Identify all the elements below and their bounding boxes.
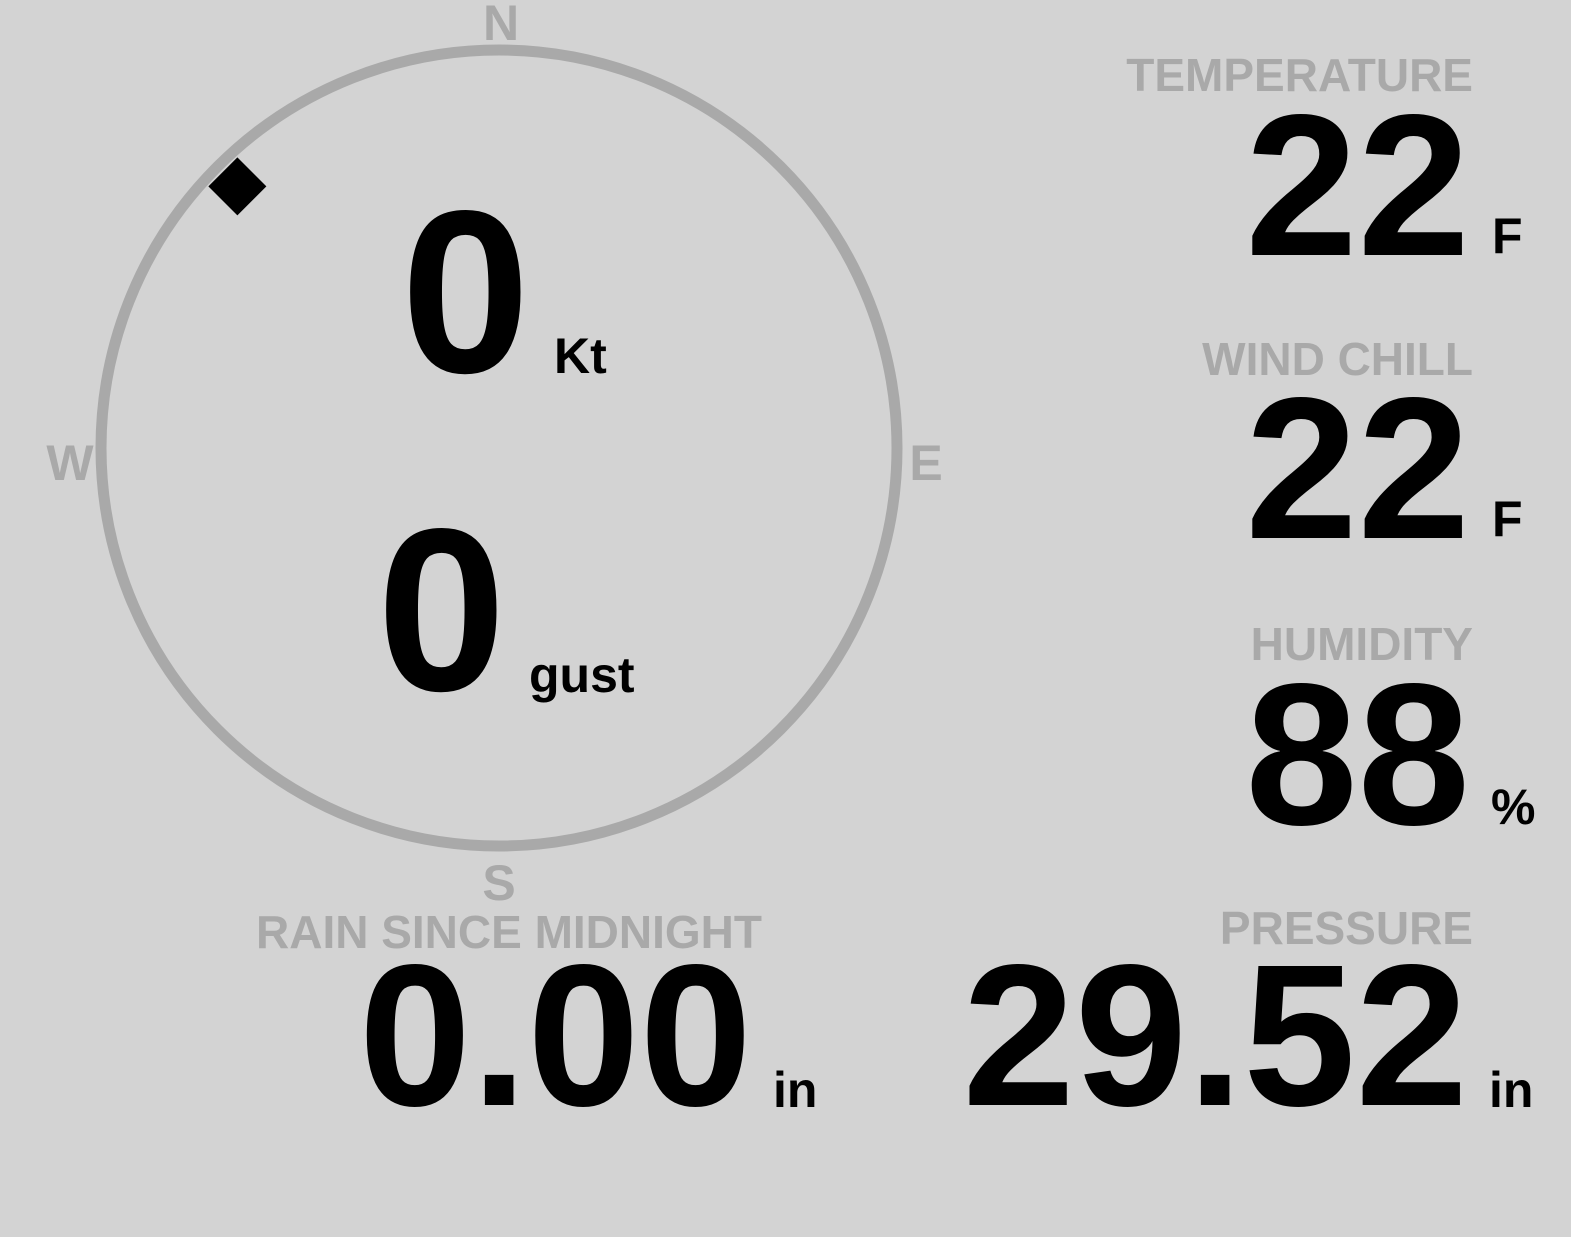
rain-value: 0.00 xyxy=(359,922,752,1148)
wind-speed: 0 Kt xyxy=(401,163,607,422)
wind-gust: 0 gust xyxy=(377,481,635,740)
wind-gust-unit: gust xyxy=(529,647,635,703)
compass-south: S xyxy=(482,855,515,911)
diamond-icon xyxy=(208,157,267,216)
rain: RAIN SINCE MIDNIGHT 0.00 in xyxy=(256,906,817,1148)
rain-label: RAIN SINCE MIDNIGHT xyxy=(256,906,762,958)
wind-chill-unit: F xyxy=(1492,491,1523,547)
wind-chill-label: WIND CHILL xyxy=(1202,333,1473,385)
temperature: TEMPERATURE 22 F xyxy=(1126,49,1522,298)
temperature-value: 22 xyxy=(1245,72,1470,298)
humidity-value: 88 xyxy=(1245,641,1470,867)
rain-unit: in xyxy=(773,1062,817,1118)
humidity: HUMIDITY 88 % xyxy=(1245,618,1535,867)
pressure: PRESSURE 29.52 in xyxy=(963,902,1534,1148)
wind-speed-value: 0 xyxy=(401,163,530,422)
pressure-label: PRESSURE xyxy=(1220,902,1473,954)
wind-chill: WIND CHILL 22 F xyxy=(1202,333,1522,581)
compass-north: N xyxy=(483,0,519,51)
temperature-unit: F xyxy=(1492,208,1523,264)
compass-west: W xyxy=(46,435,94,491)
compass: N E S W xyxy=(46,0,942,911)
wind-gust-value: 0 xyxy=(377,481,506,740)
compass-east: E xyxy=(909,435,942,491)
temperature-label: TEMPERATURE xyxy=(1126,49,1473,101)
pressure-value: 29.52 xyxy=(963,922,1469,1148)
pressure-unit: in xyxy=(1489,1062,1533,1118)
wind-chill-value: 22 xyxy=(1245,355,1470,581)
compass-ring xyxy=(95,44,903,852)
wind-speed-unit: Kt xyxy=(554,328,607,384)
humidity-label: HUMIDITY xyxy=(1251,618,1473,670)
humidity-unit: % xyxy=(1491,779,1535,835)
